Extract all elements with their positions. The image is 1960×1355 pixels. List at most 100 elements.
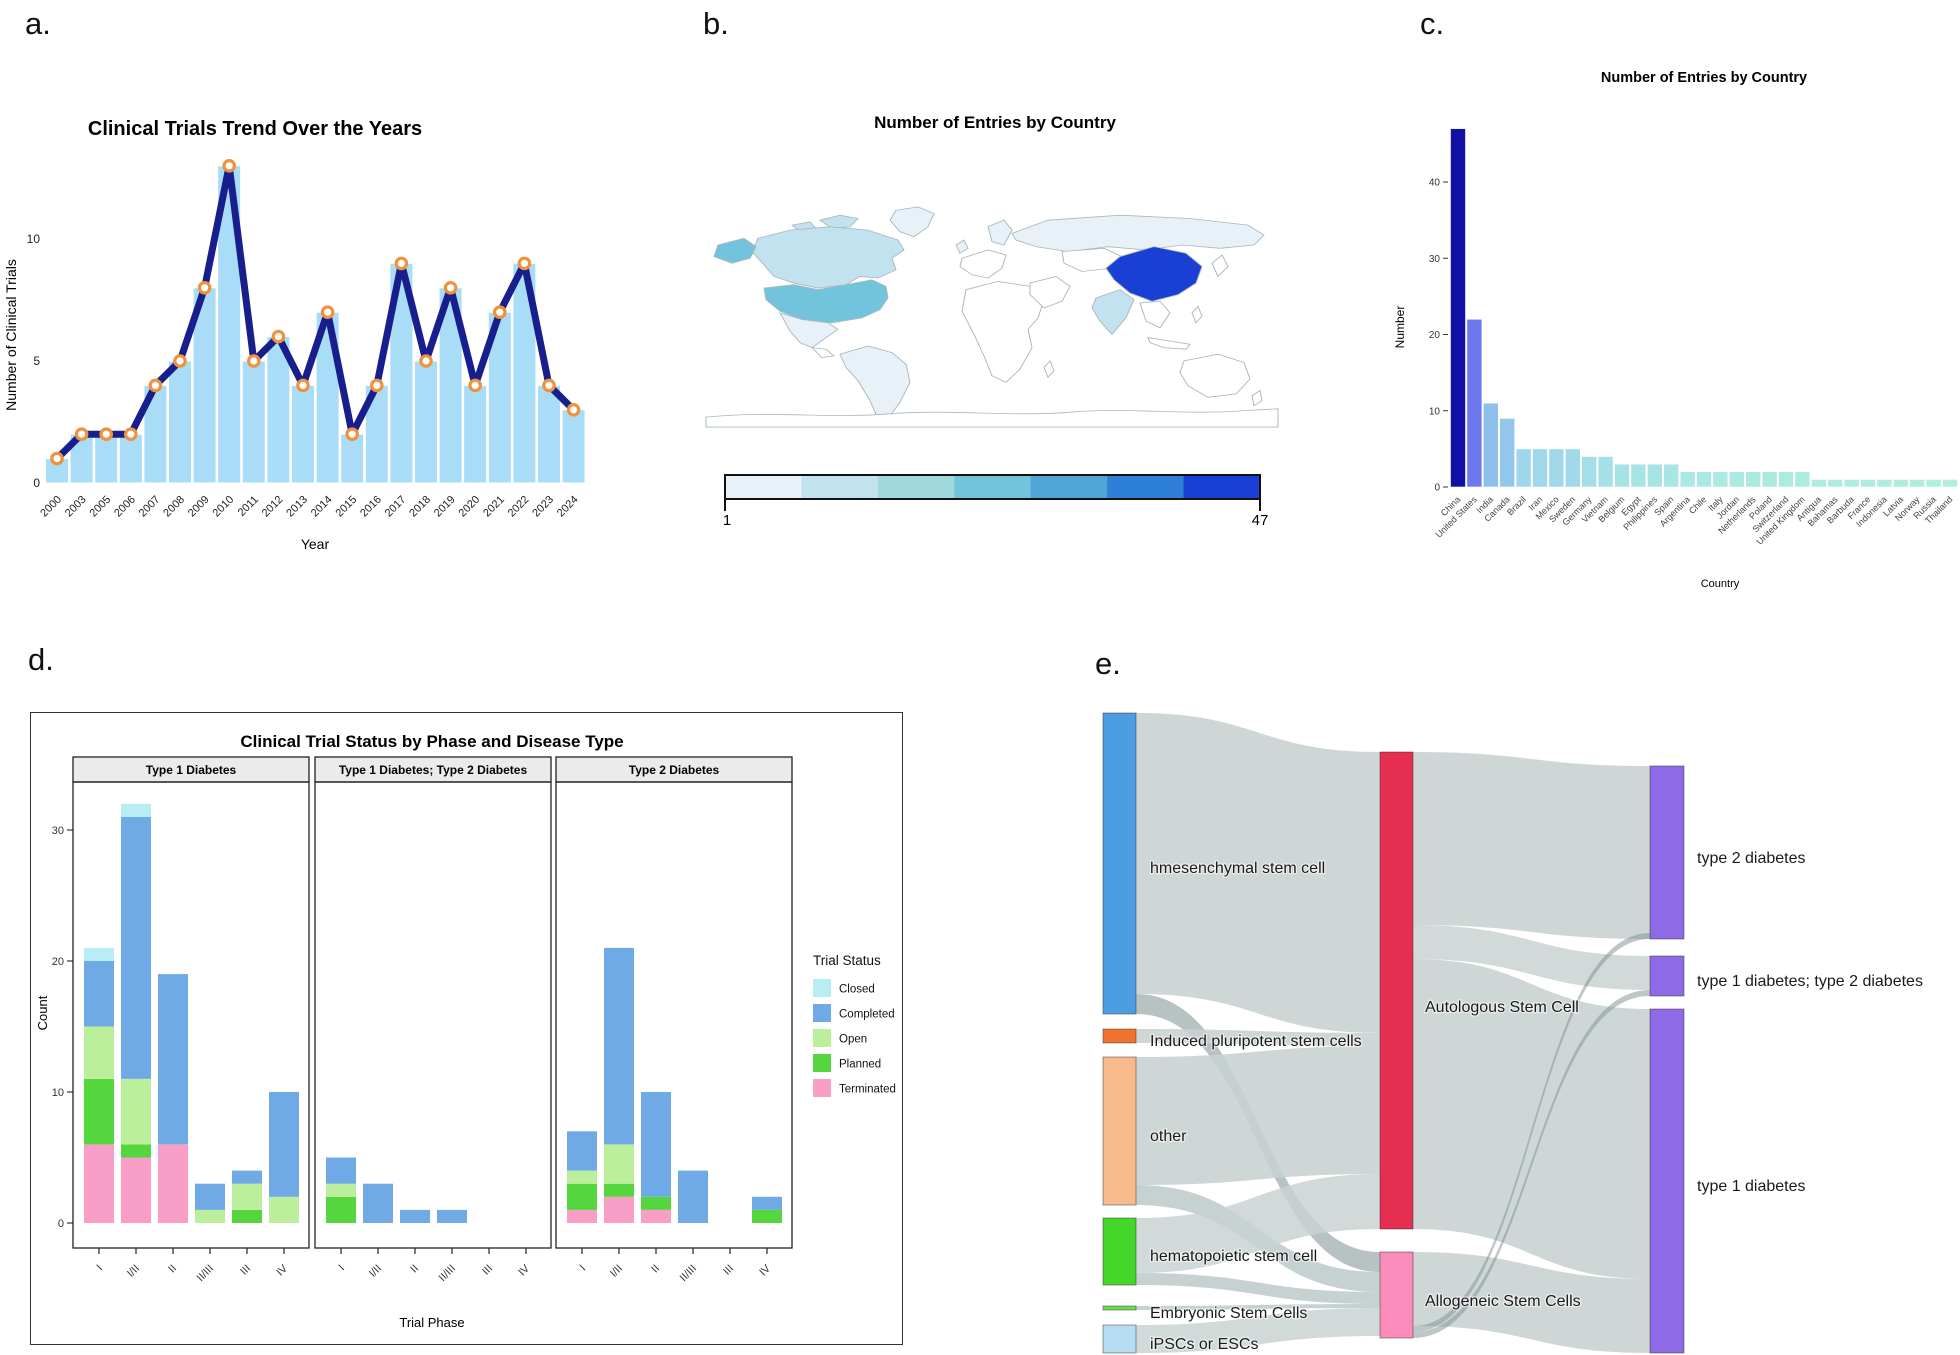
trend-bar — [561, 409, 586, 484]
map-colorbar: 1 47 — [723, 474, 1268, 529]
stacked-segment-planned — [326, 1196, 356, 1223]
sankey-link-allogeneic-type2 — [1413, 933, 1650, 1332]
y-tick-label: 20 — [1429, 330, 1441, 341]
trend-chart-title: Clinical Trials Trend Over the Years — [88, 118, 422, 140]
panel-label-c: c. — [1420, 6, 1445, 41]
sankey-link-hematopoietic-allogeneic — [1136, 1273, 1380, 1304]
map-region-southamerica — [839, 345, 911, 420]
x-tick-label: 2008 — [161, 494, 187, 520]
x-tick-label: 2006 — [112, 494, 138, 520]
map-legend — [724, 474, 1261, 511]
x-tick-label: 2011 — [236, 494, 261, 519]
trend-point — [173, 354, 187, 368]
panel-label-a: a. — [25, 6, 51, 41]
sankey-node-label-hematopoietic: hematopoietic stem cell — [1150, 1248, 1317, 1265]
country-bar-chart: Number of Entries by Country Number Coun… — [1393, 70, 1958, 590]
sankey-link-ipscs_escs-allogeneic — [1136, 1308, 1380, 1353]
trend-bar — [537, 384, 561, 484]
x-tick-label: 2010 — [211, 494, 237, 520]
sankey-node-label-type12: type 1 diabetes; type 2 diabetes — [1697, 973, 1923, 990]
x-tick-label: 2018 — [407, 494, 433, 520]
stacked-segment-closed — [84, 947, 114, 961]
x-tick-label: Brazil — [1505, 494, 1528, 517]
stacked-segment-completed — [232, 1170, 262, 1184]
trend-bar — [463, 384, 488, 484]
x-tick-label: 2015 — [334, 494, 360, 520]
facet-panel — [72, 781, 310, 1249]
y-tick-label: 10 — [27, 232, 41, 246]
x-tick-label: I — [577, 1263, 588, 1274]
trend-bar — [168, 360, 192, 484]
trend-point — [492, 305, 507, 319]
trend-point — [566, 402, 581, 417]
stacked-segment-open — [195, 1209, 225, 1223]
stacked-segment-open — [84, 1026, 114, 1079]
stacked-segment-completed — [121, 816, 151, 1079]
sankey-node-label-mesenchymal: hmesenchymal stem cell — [1150, 860, 1325, 877]
stacked-segment-open — [121, 1078, 151, 1145]
country-bar — [1712, 471, 1729, 488]
x-tick-label: 2020 — [457, 494, 483, 520]
stacked-segment-open — [326, 1183, 356, 1197]
country-bar — [1679, 471, 1696, 488]
x-tick-label: 2007 — [137, 494, 163, 520]
sankey-node-label-autologous: Autologous Stem Cell — [1425, 999, 1579, 1016]
sankey-node-label-type2: type 2 diabetes — [1697, 850, 1806, 867]
trend-bar — [340, 433, 365, 484]
stacked-segment-completed — [363, 1183, 393, 1223]
stacked-segment-planned — [604, 1183, 634, 1197]
x-tick-label: II/III — [195, 1263, 216, 1284]
stacked-segment-completed — [604, 947, 634, 1145]
x-tick-label: IV — [274, 1262, 290, 1278]
x-tick-label: 2009 — [186, 494, 212, 520]
stacked-segment-open — [604, 1144, 634, 1184]
stacked-segment-completed — [437, 1209, 467, 1223]
x-tick-label: 2013 — [284, 494, 310, 520]
trend-point — [443, 281, 458, 295]
sankey-node-other — [1102, 1056, 1137, 1206]
stacked-segment-completed — [326, 1157, 356, 1184]
country-x-axis-title: Country — [1701, 578, 1740, 590]
trend-bar — [118, 433, 143, 484]
map-region-seasia — [1139, 300, 1171, 329]
country-bar — [1614, 463, 1630, 488]
stacked-segment-open — [232, 1183, 262, 1210]
legend-label: Completed — [839, 1009, 895, 1021]
country-y-axis-title: Number — [1393, 306, 1407, 349]
facet-panel — [555, 781, 793, 1249]
trend-point — [517, 256, 532, 271]
legend-swatch-closed — [813, 979, 831, 997]
map-region-canada — [751, 226, 905, 289]
country-bar — [1728, 471, 1745, 488]
stacked-segment-open — [269, 1196, 299, 1223]
sankey-node-label-type1: type 1 diabetes — [1697, 1178, 1806, 1195]
legend-swatch-open — [813, 1029, 831, 1047]
country-bar — [1810, 479, 1827, 488]
sankey-link-autologous-type12 — [1413, 925, 1650, 990]
country-bar — [1925, 479, 1942, 488]
y-tick-label: 30 — [52, 825, 64, 837]
y-tick-label: 20 — [52, 956, 64, 968]
x-tick-label: 2021 — [481, 494, 507, 520]
world-map — [705, 206, 1279, 428]
sankey-link-ipsc-autologous — [1136, 1029, 1380, 1046]
map-region-indonesia — [1147, 337, 1191, 350]
map-region-alaska — [713, 237, 757, 264]
sankey-node-label-allogeneic: Allogeneic Stem Cells — [1425, 1293, 1581, 1310]
stacked-segment-planned — [84, 1078, 114, 1145]
sankey-node-label-embryonic: Embryonic Stem Cells — [1150, 1305, 1307, 1322]
trend-bar — [414, 360, 438, 484]
country-bar — [1876, 479, 1893, 488]
status-chart-panel: Clinical Trial Status by Phase and Disea… — [30, 712, 903, 1345]
country-bar — [1860, 479, 1876, 488]
x-tick-label: 2016 — [358, 494, 384, 520]
country-bar — [1942, 479, 1958, 488]
trend-point — [50, 451, 64, 466]
sankey-node-type2 — [1649, 765, 1685, 940]
trend-y-axis-title: Number of Clinical Trials — [3, 259, 19, 411]
sankey-link-autologous-type2 — [1413, 752, 1650, 939]
colorbar-min-label: 1 — [723, 512, 731, 529]
map-region-philippines — [1191, 305, 1203, 324]
colorbar-segment — [1030, 475, 1108, 499]
